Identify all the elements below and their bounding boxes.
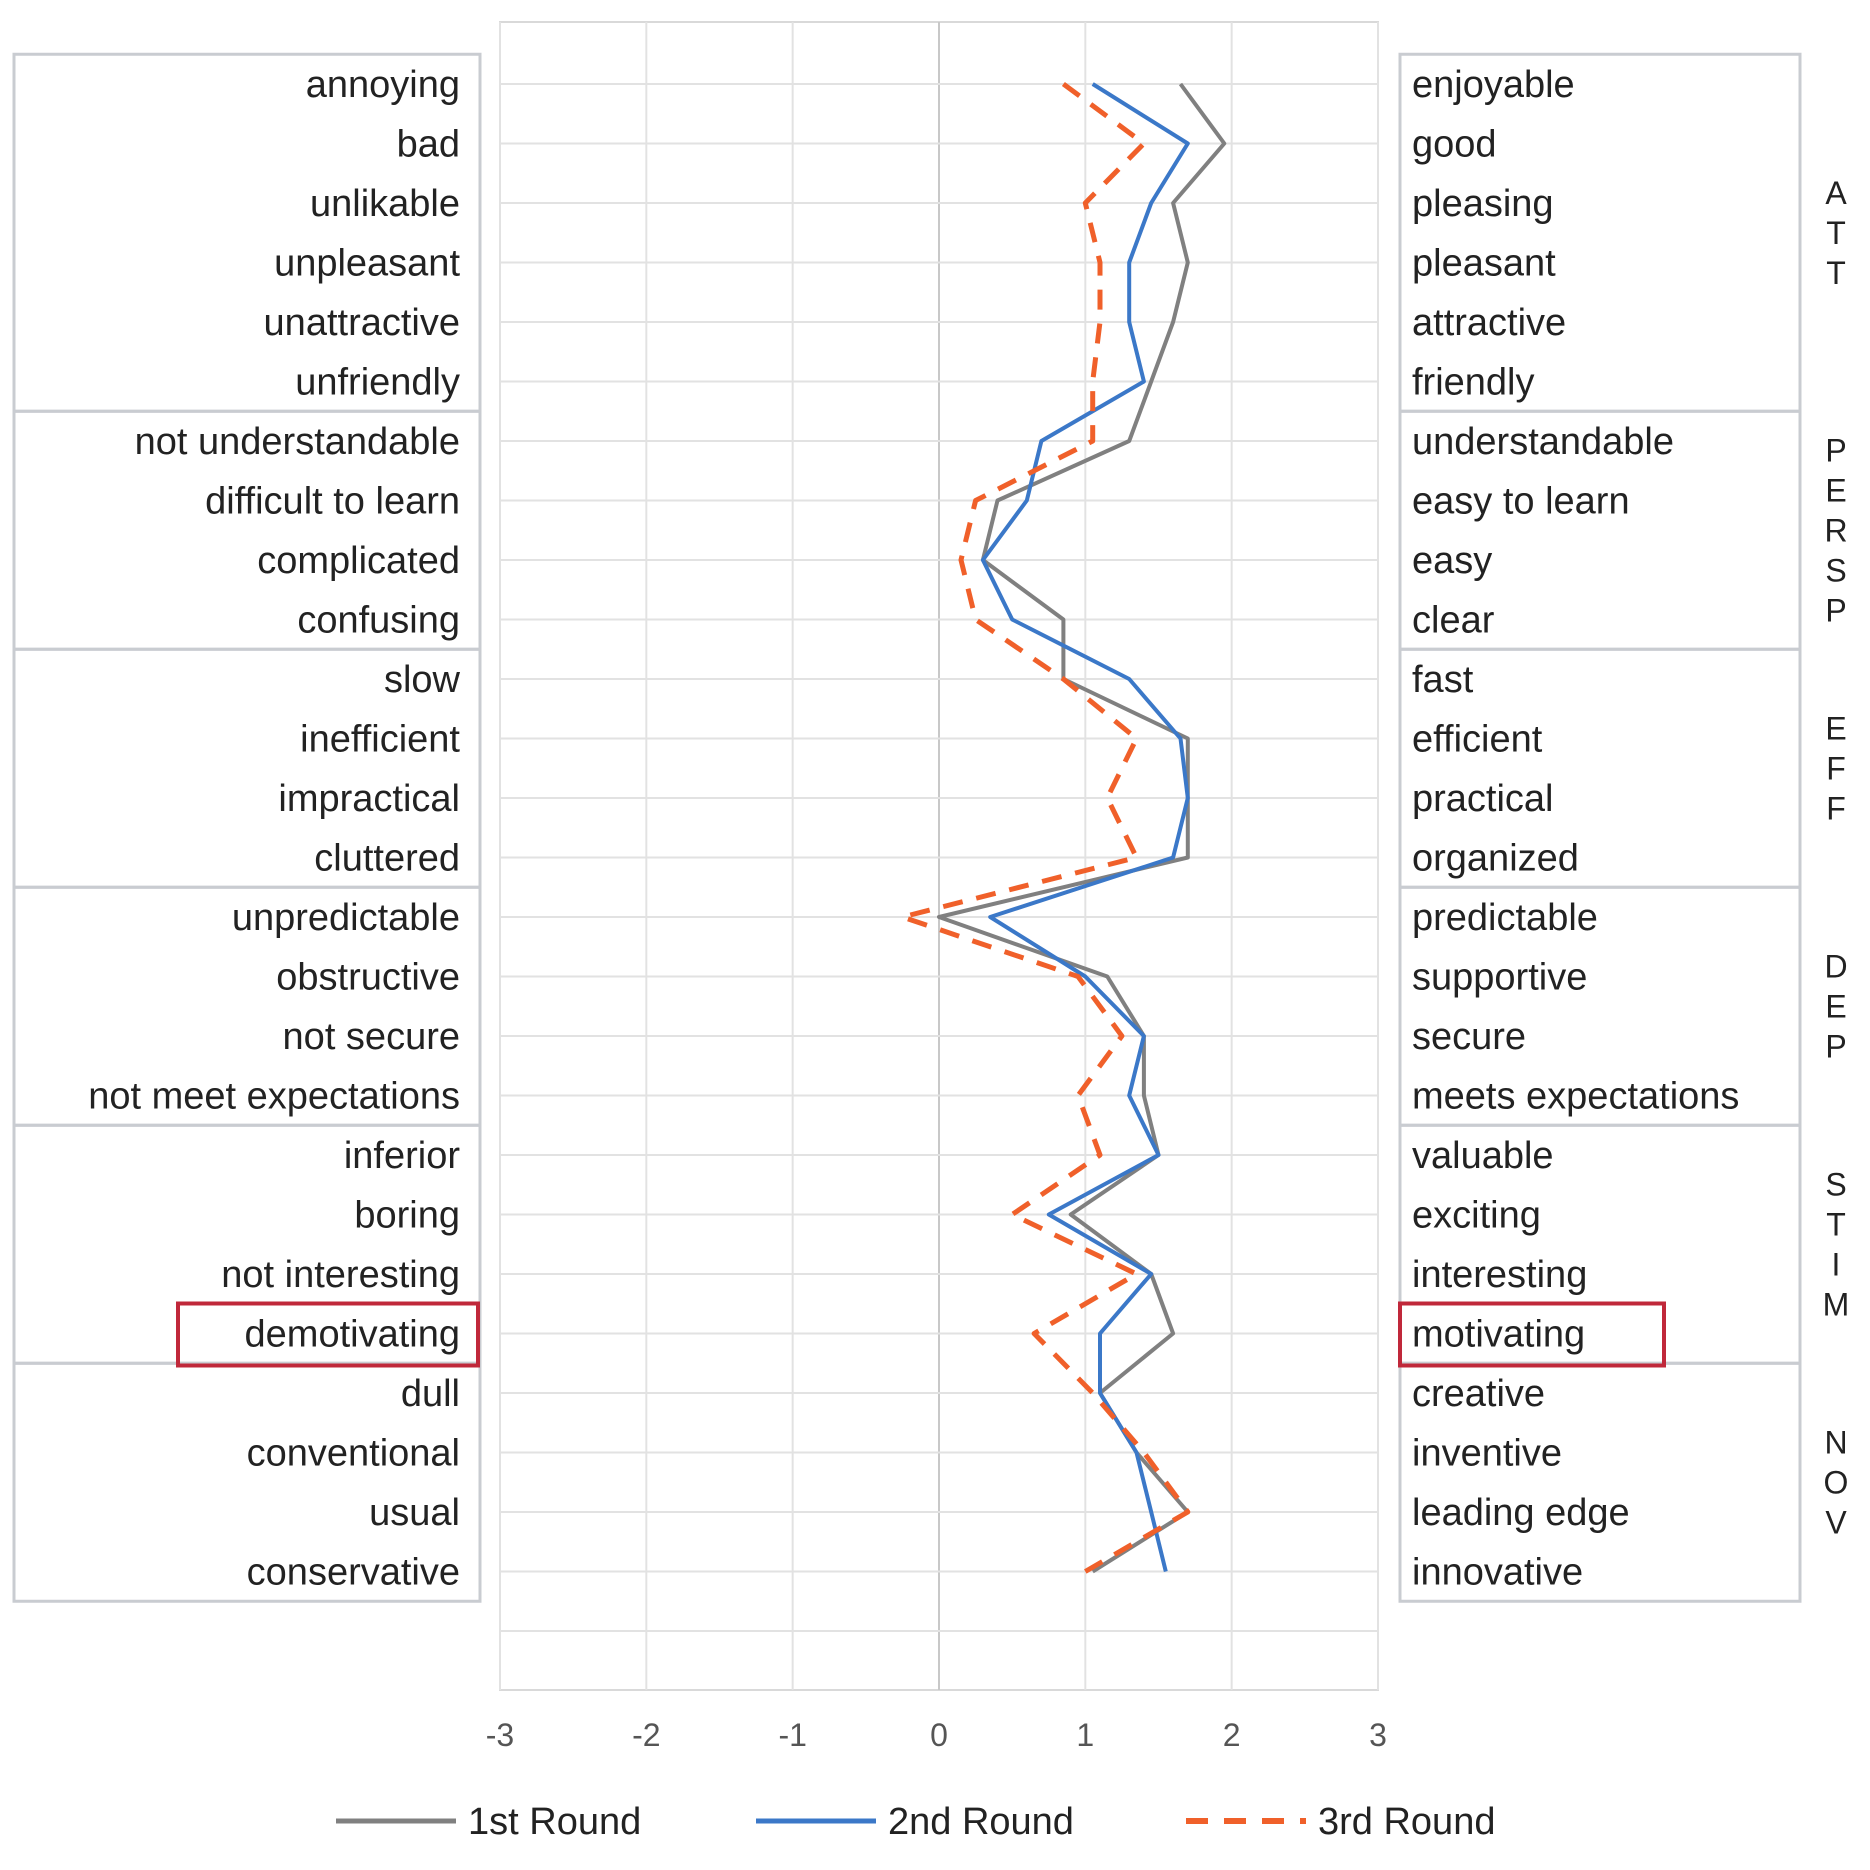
- right-term-label: meets expectations: [1412, 1076, 1739, 1118]
- x-tick-label: -3: [486, 1717, 514, 1753]
- right-term-label: predictable: [1412, 897, 1598, 939]
- legend-label-2: 2nd Round: [888, 1801, 1074, 1843]
- right-term-label: clear: [1412, 600, 1495, 642]
- right-term-label: interesting: [1412, 1254, 1587, 1296]
- right-term-label: good: [1412, 124, 1497, 166]
- right-term-label: valuable: [1412, 1135, 1554, 1177]
- x-tick-label: -1: [778, 1717, 806, 1753]
- right-term-label: organized: [1412, 838, 1579, 880]
- legend-label-3: 3rd Round: [1318, 1801, 1495, 1843]
- right-term-label: secure: [1412, 1016, 1526, 1058]
- left-term-label: slow: [384, 659, 461, 701]
- x-tick-label: 1: [1076, 1717, 1094, 1753]
- left-group-box: [12, 52, 482, 413]
- left-term-label: annoying: [306, 64, 460, 106]
- left-group-box: [12, 1361, 482, 1603]
- right-term-label: pleasant: [1412, 243, 1556, 285]
- right-term-label: practical: [1412, 778, 1554, 820]
- left-term-label: obstructive: [276, 957, 460, 999]
- right-term-label: enjoyable: [1412, 64, 1575, 106]
- left-term-label: unpleasant: [274, 243, 460, 285]
- x-axis-ticks: -3 -2 -1 0 1 2 3: [486, 1717, 1387, 1753]
- left-term-label: not meet expectations: [88, 1076, 460, 1118]
- left-term-label: not understandable: [135, 421, 460, 463]
- right-term-label: exciting: [1412, 1195, 1541, 1237]
- right-group-box: [1398, 52, 1802, 413]
- left-term-label: cluttered: [314, 838, 460, 880]
- left-term-label: demotivating: [245, 1314, 460, 1356]
- x-tick-label: 0: [930, 1717, 948, 1753]
- left-term-label: conservative: [247, 1552, 460, 1594]
- series-line-2: [980, 82, 1190, 1572]
- right-group-box: [1398, 1361, 1802, 1603]
- left-term-label: unfriendly: [295, 362, 460, 404]
- right-term-label: easy to learn: [1412, 481, 1630, 523]
- right-term-panel: enjoyable good pleasing pleasant attractive f…: [1398, 52, 1802, 1603]
- left-term-label: inferior: [344, 1135, 460, 1177]
- left-term-label: unpredictable: [232, 897, 460, 939]
- left-term-label: difficult to learn: [205, 481, 460, 523]
- dimension-labels: A T T P E R S P E F F D E P S T I M N O V: [1823, 175, 1850, 1541]
- left-term-label: confusing: [297, 600, 460, 642]
- x-tick-label: -2: [632, 1717, 660, 1753]
- left-term-label: not interesting: [221, 1254, 460, 1296]
- series-lines: [899, 81, 1227, 1574]
- left-term-label: conventional: [247, 1433, 460, 1475]
- left-term-label: complicated: [257, 540, 460, 582]
- left-term-label: impractical: [278, 778, 460, 820]
- right-term-label: innovative: [1412, 1552, 1583, 1594]
- right-term-label: supportive: [1412, 957, 1587, 999]
- left-term-label: dull: [401, 1373, 460, 1415]
- left-term-label: bad: [397, 124, 460, 166]
- right-term-label: efficient: [1412, 719, 1543, 761]
- right-term-label: understandable: [1412, 421, 1674, 463]
- highlight-box-right: [1398, 1301, 1666, 1368]
- right-term-label: motivating: [1412, 1314, 1585, 1356]
- right-term-label: fast: [1412, 659, 1474, 701]
- x-tick-label: 3: [1369, 1717, 1387, 1753]
- right-term-label: inventive: [1412, 1433, 1562, 1475]
- left-term-label: unlikable: [310, 183, 460, 225]
- legend-label-1: 1st Round: [468, 1801, 641, 1843]
- left-term-label: not secure: [283, 1016, 460, 1058]
- left-term-label: boring: [354, 1195, 460, 1237]
- series-line-1: [937, 82, 1227, 1574]
- left-term-label: usual: [369, 1492, 460, 1534]
- left-term-label: unattractive: [264, 302, 460, 344]
- legend: 1st Round 2nd Round 3rd Round: [336, 1801, 1495, 1843]
- right-term-label: pleasing: [1412, 183, 1554, 225]
- left-term-label: inefficient: [300, 719, 460, 761]
- right-term-label: creative: [1412, 1373, 1545, 1415]
- highlight-box-left: [176, 1301, 480, 1368]
- right-term-label: leading edge: [1412, 1492, 1630, 1534]
- x-tick-label: 2: [1223, 1717, 1241, 1753]
- grid-lines: [499, 22, 1379, 1690]
- left-term-panel: annoying bad unlikable unpleasant unattracti…: [12, 52, 482, 1603]
- right-term-label: attractive: [1412, 302, 1566, 344]
- right-term-label: friendly: [1412, 362, 1535, 404]
- series-line-3: [899, 81, 1191, 1574]
- right-term-label: easy: [1412, 540, 1492, 582]
